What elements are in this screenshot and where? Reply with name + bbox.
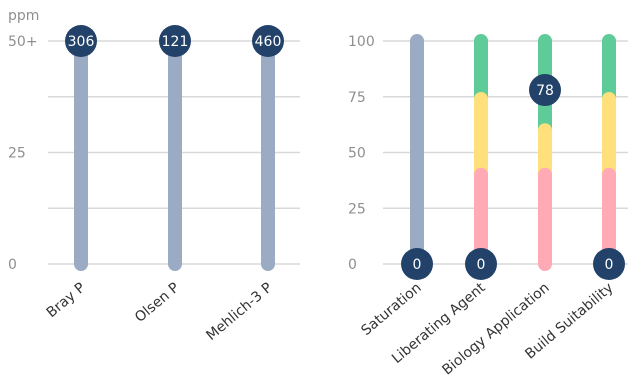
phosphorus-chart: ppm 0 25 50+ 306 Bray P 121 Olsen P 460 Mehlich-… bbox=[8, 8, 300, 344]
y-tick-label: 0 bbox=[8, 257, 17, 273]
value-marker bbox=[593, 248, 625, 280]
y-tick-label: 25 bbox=[348, 201, 366, 217]
y-tick-label: 50+ bbox=[8, 34, 38, 50]
value-marker-label: 460 bbox=[255, 34, 282, 50]
value-marker-label: 0 bbox=[413, 257, 422, 273]
category-label: Mehlich-3 P bbox=[203, 280, 275, 344]
category-label: Saturation bbox=[358, 280, 424, 339]
category-label: Olsen P bbox=[132, 280, 183, 326]
value-marker bbox=[465, 248, 497, 280]
y-tick-label: 50 bbox=[348, 146, 366, 162]
value-marker bbox=[65, 25, 97, 57]
category-label: Biology Application bbox=[439, 280, 552, 379]
y-tick-label: 25 bbox=[8, 146, 26, 162]
value-marker bbox=[252, 25, 284, 57]
y-unit-label: ppm bbox=[8, 8, 39, 24]
y-tick-label: 0 bbox=[348, 257, 357, 273]
value-marker-label: 78 bbox=[536, 83, 554, 99]
value-marker bbox=[159, 25, 191, 57]
category-label: Bray P bbox=[44, 280, 89, 321]
value-marker bbox=[401, 248, 433, 280]
value-marker-label: 0 bbox=[605, 257, 614, 273]
value-marker-label: 0 bbox=[477, 257, 486, 273]
value-marker-label: 121 bbox=[162, 34, 189, 50]
y-tick-label: 100 bbox=[348, 34, 375, 50]
value-marker bbox=[529, 74, 561, 107]
value-marker-label: 306 bbox=[68, 34, 95, 50]
y-tick-label: 75 bbox=[348, 90, 366, 106]
